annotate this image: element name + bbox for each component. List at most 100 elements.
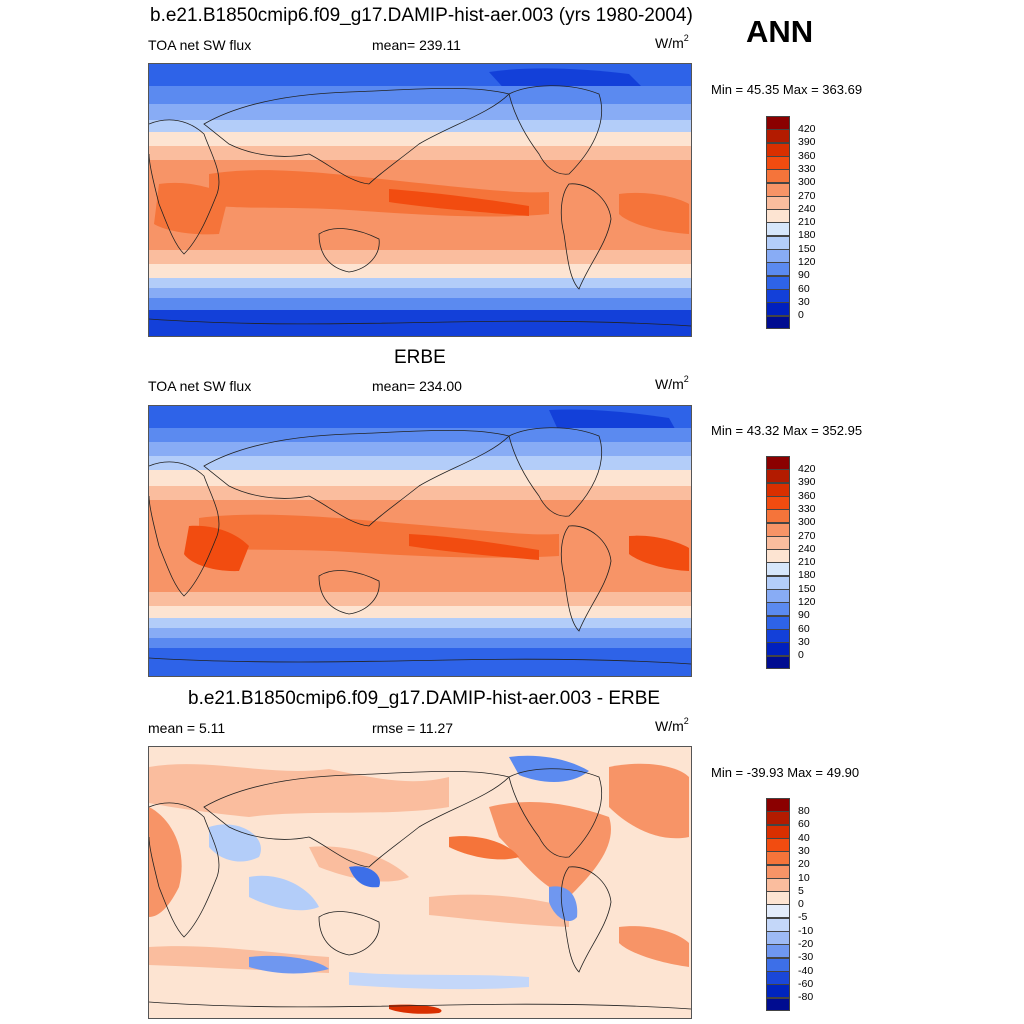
panel2-colorbar-label-9: 150 — [798, 582, 816, 595]
panel3-coast-antarctica — [149, 1001, 691, 1010]
panel3-colorbar-label-6: 5 — [798, 884, 804, 897]
panel3-pos-natlantic — [609, 763, 689, 839]
panel3-colorbar-label-1: 60 — [798, 818, 810, 831]
panel1-coastlines — [149, 85, 691, 327]
panel2-colorbar-label-14: 0 — [798, 649, 804, 662]
panel1-coast-eurasia — [203, 88, 510, 185]
panel1-colorbar-box-8 — [766, 222, 790, 237]
panel1-band-35s — [149, 264, 691, 278]
panel2-minmax: Min = 43.32 Max = 352.95 — [711, 423, 863, 438]
panel3-coast-north-america — [508, 768, 603, 858]
panel3-colorbar-box-7 — [766, 891, 790, 906]
panel2-colorbar-label-4: 300 — [798, 516, 816, 529]
panel2-units: W/m2 — [655, 374, 689, 392]
panel1-colorbar-label-9: 150 — [798, 242, 816, 255]
panel2-pacific-max — [409, 534, 539, 560]
panel3-colorbar-box-15 — [766, 997, 790, 1011]
panel2-colorbar-box-11 — [766, 602, 790, 617]
panel1-colorbar-label-10: 120 — [798, 256, 816, 268]
panel3-colorbar-box-12 — [766, 957, 790, 972]
panel3-colorbar-box-5 — [766, 864, 790, 879]
panel3-pos-africa-west — [149, 807, 182, 917]
season-label: ANN — [746, 14, 814, 49]
panel1-colorbar-label-8: 180 — [798, 229, 816, 242]
panel2-atlantic-max — [629, 535, 689, 571]
panel1-colorbar-label-7: 210 — [798, 216, 816, 229]
panel3-pos-antarctic — [389, 1004, 442, 1014]
panel3-pos-north — [149, 764, 449, 817]
panel2-colorbar-box-1 — [766, 469, 790, 484]
panel2-indian-max — [184, 525, 249, 572]
panel2-band-35s — [149, 606, 691, 618]
panel3-units: W/m2 — [655, 716, 689, 734]
panel1-colorbar-box-10 — [766, 249, 790, 263]
panel3-neg-indian — [249, 875, 319, 911]
panel1-band-50n — [149, 104, 691, 120]
panel1-colorbar-label-14: 0 — [798, 309, 804, 322]
panel2-colorbar-label-8: 180 — [798, 569, 816, 582]
panel1-colorbar-box-13 — [766, 288, 790, 303]
panel3-pos-npacific — [449, 836, 519, 860]
panel2-map — [148, 405, 692, 677]
panel2-colorbar-label-3: 330 — [798, 502, 816, 515]
panel2-colorbar-box-4 — [766, 509, 790, 524]
panel2-band-40n — [149, 470, 691, 486]
panel2-band-45n — [149, 456, 691, 470]
panel2-colorbar-box-9 — [766, 575, 790, 590]
panel1-coast-antarctica — [149, 318, 691, 327]
panel3-colorbar-box-4 — [766, 851, 790, 866]
panel1-coast-north-america — [508, 85, 603, 175]
panel2-colorbar-box-2 — [766, 482, 790, 497]
panel3-colorbar-label-5: 10 — [798, 871, 810, 884]
panel3-rmse-label: rmse = 11.27 — [372, 720, 454, 736]
panel2-band-antarctic — [149, 648, 691, 676]
panel1-band-45n — [149, 120, 691, 132]
panel2-band-45s — [149, 618, 691, 628]
panel2-colorbar-box-6 — [766, 535, 790, 550]
panel1-title: b.e21.B1850cmip6.f09_g17.DAMIP-hist-aer.… — [150, 5, 693, 26]
panel1-band-25s — [149, 250, 691, 264]
panel2-colorbar-box-15 — [766, 655, 790, 669]
panel2-band-60n — [149, 428, 691, 442]
panel1-band-45s — [149, 278, 691, 288]
panel2-band-30n — [149, 486, 691, 500]
panel2-colorbar-label-2: 360 — [798, 489, 816, 502]
panel2-map-svg — [149, 406, 691, 676]
panel1-indian-max — [154, 182, 229, 235]
panel2-coast-antarctica — [149, 657, 691, 665]
panel1-colorbar-label-11: 90 — [798, 269, 810, 282]
panel1-colorbar-label-2: 360 — [798, 149, 816, 162]
panel1-pacific-max — [389, 189, 529, 216]
panel2-band-50s — [149, 628, 691, 638]
panel3-colorbar-label-11: -30 — [798, 951, 814, 964]
panel1-colorbar-box-4 — [766, 169, 790, 184]
panel2-band-50n — [149, 442, 691, 456]
panel2-band-25s — [149, 592, 691, 606]
panel2-colorbar-box-12 — [766, 615, 790, 630]
panel1-colorbar-box-15 — [766, 315, 790, 329]
panel1-colorbar-box-9 — [766, 235, 790, 250]
panel1-band-30n — [149, 146, 691, 160]
panel3-colorbar-box-2 — [766, 824, 790, 839]
panel2-colorbar-label-11: 90 — [798, 609, 810, 622]
panel2-mean-label: mean= 234.00 — [372, 378, 462, 394]
panel3-pos-satlantic — [619, 926, 689, 967]
panel3-coast-eurasia — [203, 771, 510, 868]
panel2-colorbar-label-1: 390 — [798, 476, 816, 489]
panel1-colorbar-box-0 — [766, 116, 790, 130]
panel3-colorbar-label-7: 0 — [798, 898, 804, 911]
panel3-colorbar-box-1 — [766, 811, 790, 826]
panel2-colorbar-label-13: 30 — [798, 635, 810, 648]
panel3-colorbar-label-0: 80 — [798, 805, 810, 817]
panel2-coast-eurasia — [203, 430, 510, 527]
panel3-neg-southern-indian — [249, 955, 329, 974]
panel2-variable-label: TOA net SW flux — [148, 378, 252, 394]
panel1-colorbar-box-7 — [766, 209, 790, 224]
panel3-colorbar-label-12: -40 — [798, 964, 814, 977]
panel2-colorbar-box-14 — [766, 642, 790, 657]
panel3-map-svg — [149, 747, 691, 1018]
panel3-colorbar-box-3 — [766, 837, 790, 852]
panel3-colorbar-box-11 — [766, 944, 790, 959]
panel3-colorbar-label-9: -10 — [798, 924, 814, 937]
panel3-minmax: Min = -39.93 Max = 49.90 — [711, 765, 860, 780]
